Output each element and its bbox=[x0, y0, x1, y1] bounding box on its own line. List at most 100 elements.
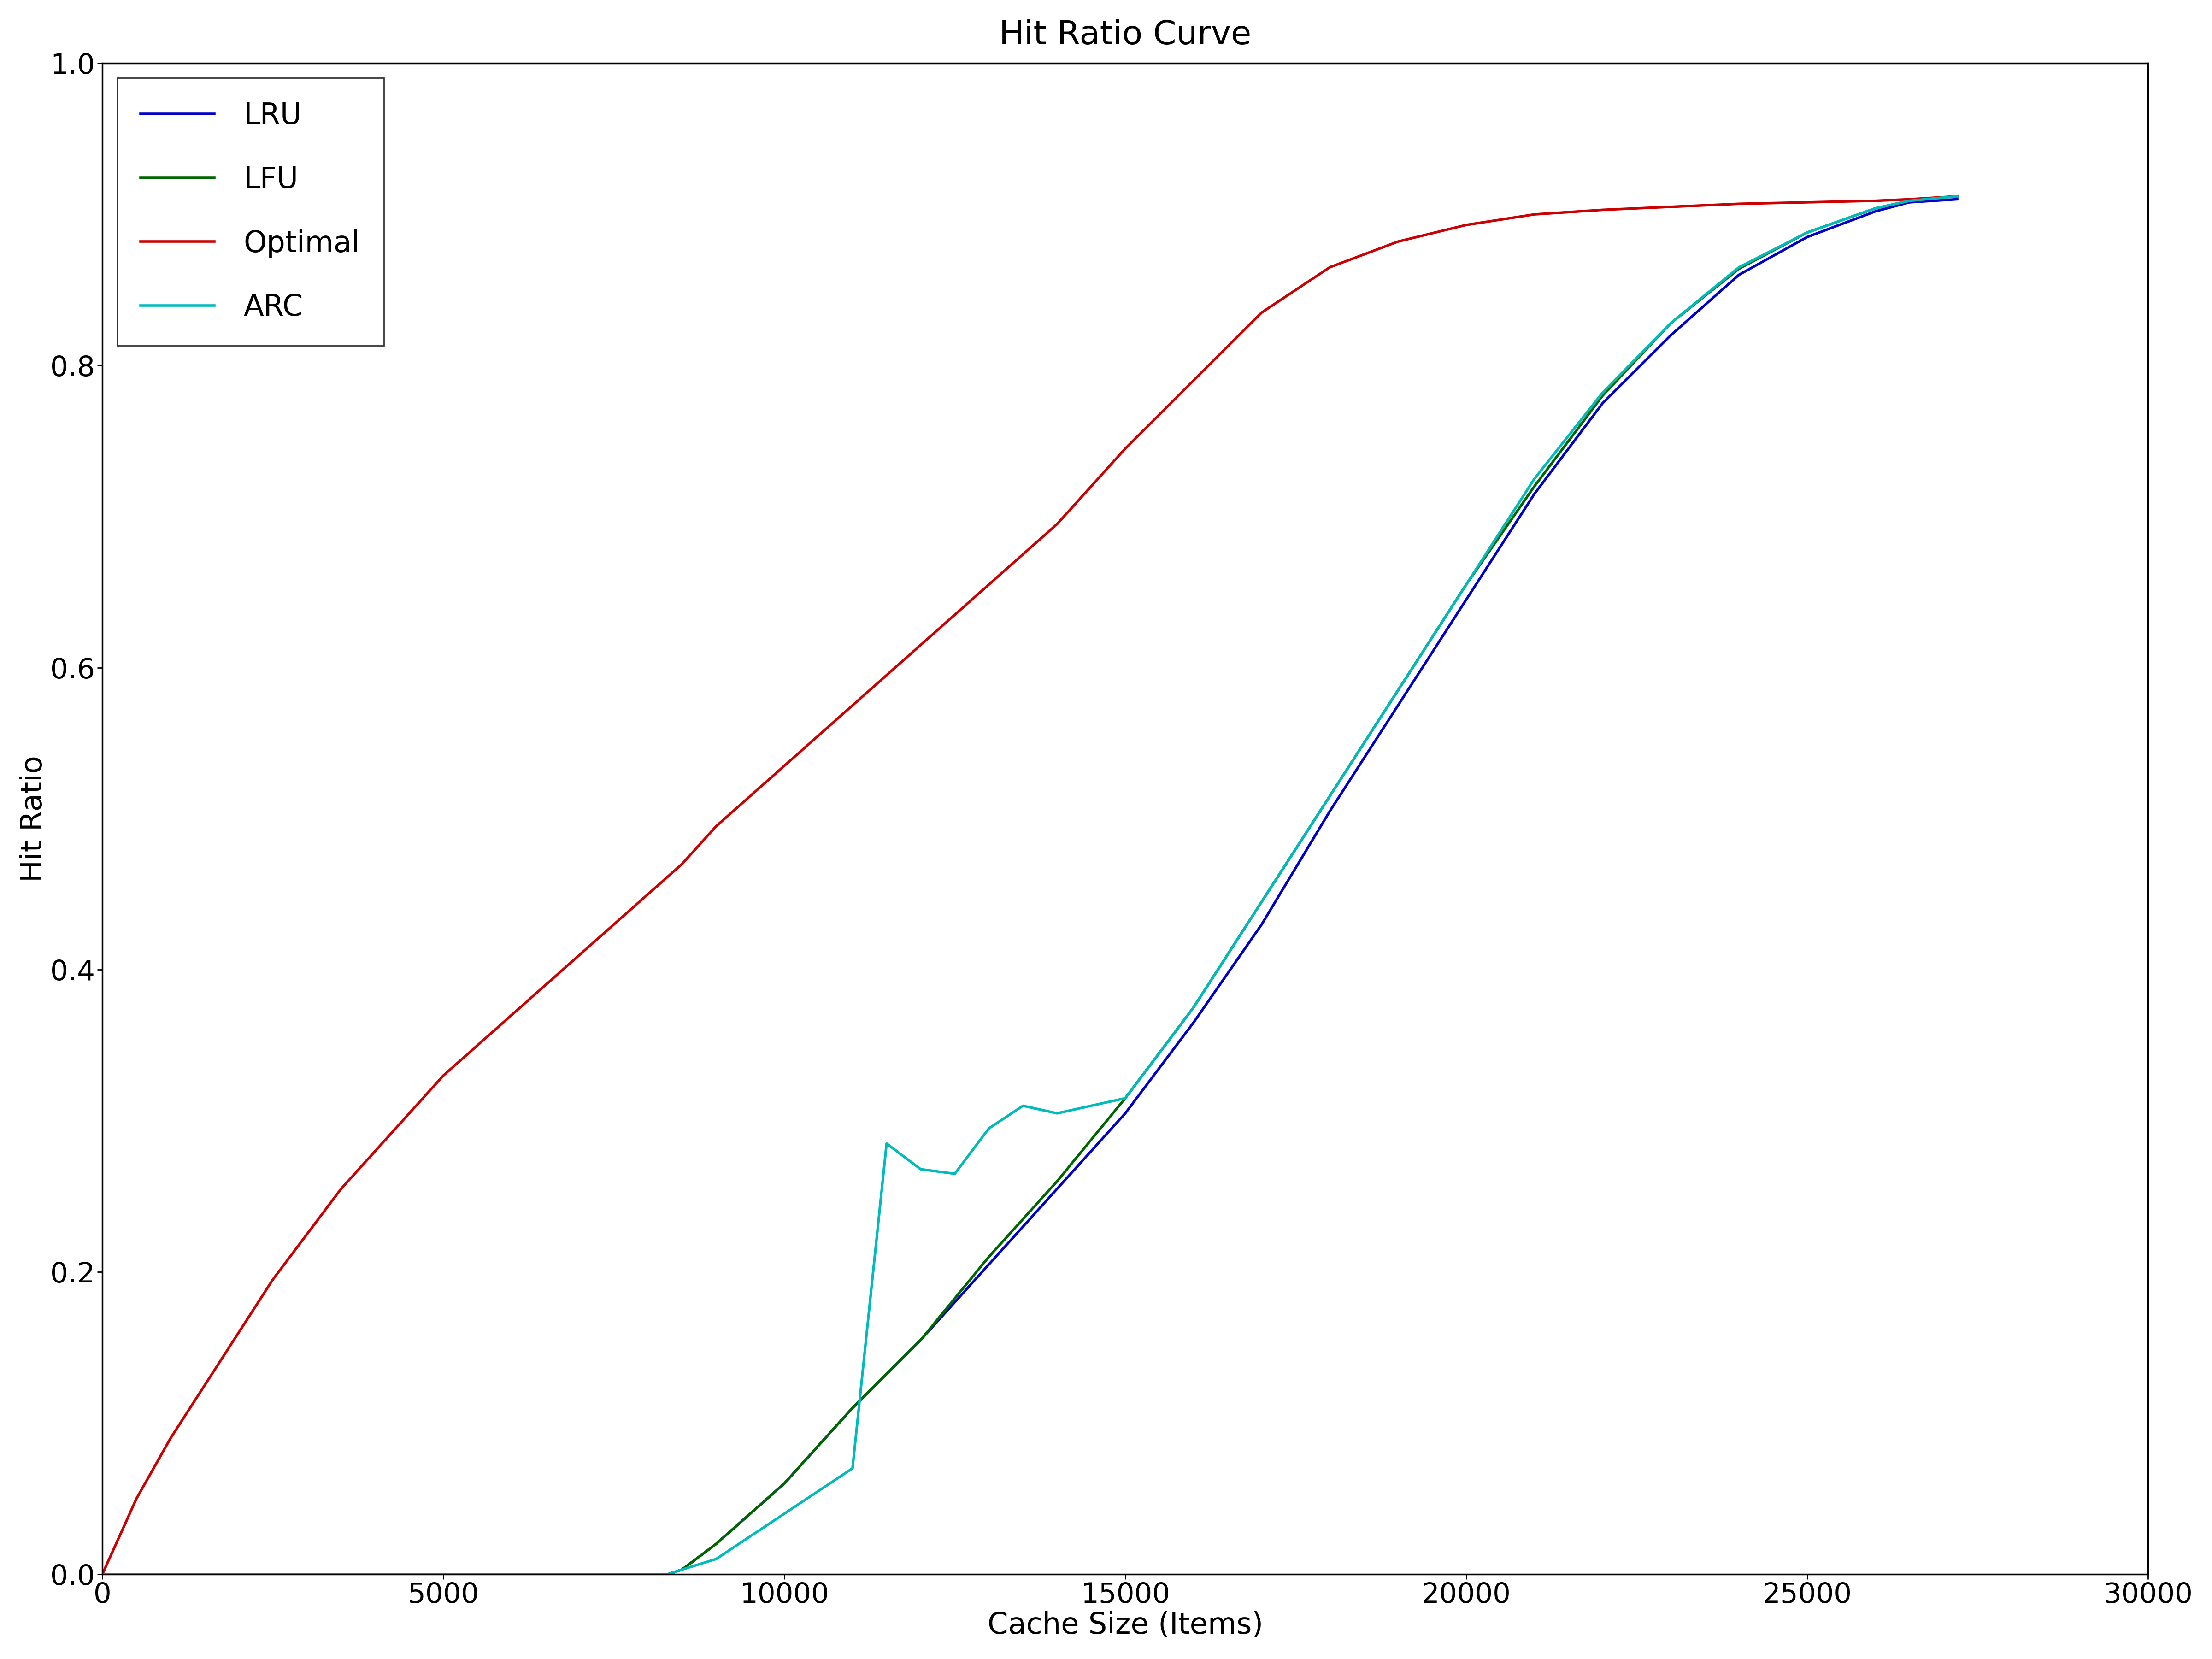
LFU bbox=[772, 1473, 799, 1493]
ARC bbox=[1453, 574, 1480, 594]
ARC bbox=[1248, 893, 1274, 912]
LRU bbox=[703, 1535, 730, 1554]
Line: ARC: ARC bbox=[102, 196, 1958, 1574]
LRU bbox=[1590, 393, 1617, 413]
ARC bbox=[975, 1118, 1002, 1138]
ARC bbox=[1944, 186, 1971, 206]
Optimal bbox=[1657, 197, 1683, 217]
LRU bbox=[1385, 695, 1411, 715]
LRU bbox=[1044, 1180, 1071, 1199]
ARC bbox=[668, 1559, 695, 1579]
LRU bbox=[1181, 1012, 1208, 1032]
ARC bbox=[772, 1503, 799, 1523]
LRU bbox=[772, 1473, 799, 1493]
ARC bbox=[907, 1160, 933, 1180]
LRU bbox=[1944, 189, 1971, 209]
Optimal bbox=[259, 1269, 285, 1289]
Optimal bbox=[498, 1005, 524, 1025]
Optimal bbox=[1944, 186, 1971, 206]
Optimal bbox=[907, 635, 933, 655]
ARC bbox=[838, 1458, 865, 1478]
Line: Optimal: Optimal bbox=[102, 196, 1958, 1574]
Optimal bbox=[1248, 302, 1274, 322]
Optimal bbox=[703, 816, 730, 836]
ARC bbox=[1794, 222, 1820, 242]
LRU bbox=[1248, 914, 1274, 934]
LFU bbox=[668, 1559, 695, 1579]
X-axis label: Cache Size (Items): Cache Size (Items) bbox=[987, 1611, 1263, 1639]
Optimal bbox=[975, 574, 1002, 594]
LRU bbox=[1725, 265, 1752, 285]
LRU bbox=[1113, 1103, 1139, 1123]
Optimal bbox=[88, 1564, 115, 1584]
LFU bbox=[1896, 191, 1922, 211]
Line: LFU: LFU bbox=[102, 196, 1958, 1574]
LFU bbox=[655, 1564, 681, 1584]
LFU bbox=[703, 1535, 730, 1554]
Title: Hit Ratio Curve: Hit Ratio Curve bbox=[1000, 20, 1252, 51]
Optimal bbox=[327, 1180, 354, 1199]
LFU bbox=[1944, 186, 1971, 206]
Legend: LRU, LFU, Optimal, ARC: LRU, LFU, Optimal, ARC bbox=[117, 78, 383, 345]
Optimal bbox=[1896, 189, 1922, 209]
Optimal bbox=[1181, 370, 1208, 390]
LFU bbox=[1863, 199, 1889, 219]
LRU bbox=[1657, 325, 1683, 345]
Optimal bbox=[429, 1065, 456, 1085]
ARC bbox=[1385, 680, 1411, 700]
ARC bbox=[1009, 1097, 1035, 1117]
Optimal bbox=[465, 1035, 491, 1055]
LRU bbox=[88, 1564, 115, 1584]
Optimal bbox=[294, 1224, 321, 1244]
Optimal bbox=[1863, 191, 1889, 211]
ARC bbox=[1725, 257, 1752, 277]
ARC bbox=[1896, 191, 1922, 211]
LRU bbox=[1863, 201, 1889, 221]
LFU bbox=[1113, 1088, 1139, 1108]
LFU bbox=[1385, 680, 1411, 700]
ARC bbox=[1113, 1088, 1139, 1108]
LRU bbox=[1896, 192, 1922, 212]
Optimal bbox=[363, 1141, 389, 1161]
LFU bbox=[1453, 574, 1480, 594]
ARC bbox=[942, 1165, 969, 1185]
Optimal bbox=[1113, 438, 1139, 458]
Optimal bbox=[1316, 257, 1343, 277]
Optimal bbox=[1794, 192, 1820, 212]
LRU bbox=[668, 1559, 695, 1579]
Optimal bbox=[566, 944, 593, 964]
Optimal bbox=[772, 757, 799, 776]
LFU bbox=[975, 1248, 1002, 1267]
LFU bbox=[1522, 476, 1548, 496]
Optimal bbox=[635, 884, 661, 904]
Optimal bbox=[838, 695, 865, 715]
Optimal bbox=[1522, 204, 1548, 224]
Optimal bbox=[533, 975, 560, 995]
Optimal bbox=[599, 914, 626, 934]
Line: LRU: LRU bbox=[102, 199, 1958, 1574]
ARC bbox=[703, 1550, 730, 1569]
Optimal bbox=[124, 1488, 150, 1508]
ARC bbox=[874, 1133, 900, 1153]
ARC bbox=[655, 1564, 681, 1584]
ARC bbox=[1316, 786, 1343, 806]
ARC bbox=[1657, 314, 1683, 333]
Optimal bbox=[1590, 199, 1617, 219]
LFU bbox=[1725, 259, 1752, 279]
LFU bbox=[1794, 222, 1820, 242]
LFU bbox=[1181, 997, 1208, 1017]
LFU bbox=[1316, 786, 1343, 806]
LRU bbox=[1453, 589, 1480, 609]
LFU bbox=[88, 1564, 115, 1584]
LFU bbox=[1044, 1171, 1071, 1191]
LFU bbox=[907, 1331, 933, 1350]
Optimal bbox=[192, 1375, 219, 1395]
ARC bbox=[1863, 199, 1889, 219]
Optimal bbox=[102, 1535, 128, 1554]
Optimal bbox=[1044, 514, 1071, 534]
Y-axis label: Hit Ratio: Hit Ratio bbox=[20, 755, 49, 883]
ARC bbox=[1522, 469, 1548, 489]
Optimal bbox=[1725, 194, 1752, 214]
Optimal bbox=[737, 786, 763, 806]
Optimal bbox=[157, 1428, 184, 1448]
